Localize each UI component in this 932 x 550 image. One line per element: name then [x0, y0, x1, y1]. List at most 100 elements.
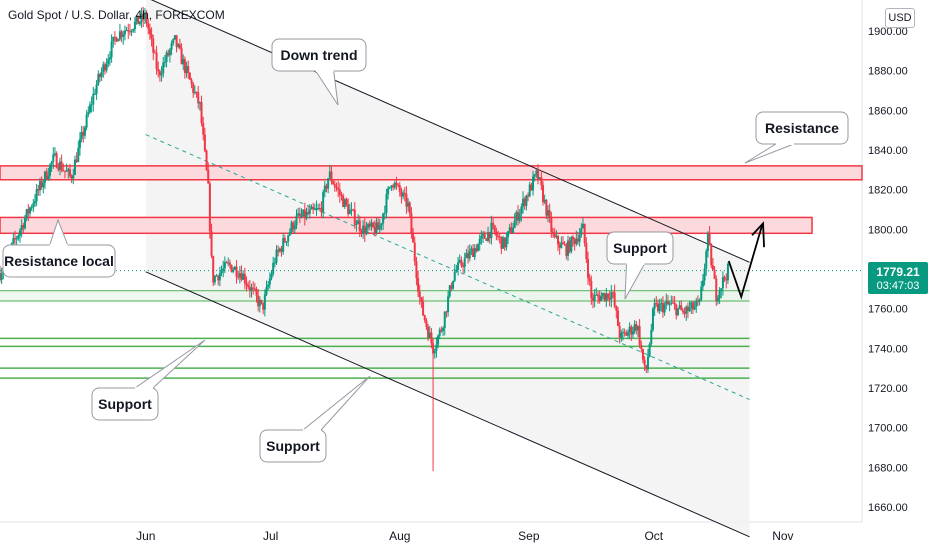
x-tick-label: Nov: [772, 529, 793, 543]
candle-body: [135, 15, 138, 22]
candle-body: [545, 199, 548, 216]
candle-body: [695, 300, 698, 307]
candle-body: [626, 332, 629, 336]
candle-body: [442, 327, 445, 332]
y-tick-label: 1740.00: [868, 343, 908, 355]
candle-body: [440, 329, 443, 332]
candle-body: [596, 294, 599, 297]
candle-body: [460, 259, 463, 266]
candle-body: [670, 302, 673, 304]
callout-support-2[interactable]: Support: [91, 339, 206, 421]
candle-body: [283, 238, 286, 243]
candle-body: [427, 326, 430, 338]
candle-body: [563, 244, 566, 246]
candle-body: [641, 349, 644, 360]
candle-body: [348, 209, 351, 215]
candle-body: [308, 209, 311, 214]
candle-body: [277, 249, 280, 252]
trend-channel-lower: [145, 271, 750, 538]
y-tick-label: 1680.00: [868, 462, 908, 474]
callout-pointer: [301, 375, 371, 431]
candle-body: [438, 329, 441, 336]
y-tick-label: 1700.00: [868, 423, 908, 435]
candle-body: [510, 227, 513, 233]
candle-body: [38, 181, 41, 191]
candle-body: [77, 147, 80, 162]
candle-body: [542, 185, 545, 203]
candle-body: [108, 57, 111, 60]
candle-body: [635, 324, 638, 331]
candle-body: [550, 217, 553, 232]
candle-body: [273, 262, 276, 264]
x-tick-label: Oct: [644, 529, 663, 543]
symbol-title: Gold Spot / U.S. Dollar, 4h, FOREXCOM: [8, 8, 225, 22]
candle-body: [547, 210, 550, 216]
candle-body: [585, 242, 588, 260]
callout-pointer: [133, 339, 206, 389]
candle-body: [328, 171, 331, 179]
candle-body: [462, 265, 465, 267]
callout-label: Down trend: [281, 47, 358, 63]
resistance-zone: [0, 165, 863, 181]
currency-button[interactable]: USD: [885, 8, 915, 28]
candle-body: [495, 231, 498, 237]
candle-body: [565, 244, 568, 256]
candle-body: [147, 23, 150, 29]
candle-body: [20, 225, 23, 231]
candle-body: [578, 235, 581, 242]
candle-body: [113, 36, 116, 38]
candle-body: [450, 285, 453, 289]
x-tick-label: Aug: [389, 529, 410, 543]
candle-body: [27, 209, 30, 214]
candle-body: [360, 231, 363, 234]
candle-body: [418, 291, 421, 298]
candle-body: [553, 232, 556, 238]
candle-body: [15, 238, 18, 240]
callout-down-trend[interactable]: Down trend: [271, 38, 367, 106]
candle-body: [527, 195, 530, 197]
candle-body: [425, 320, 428, 327]
candle-body: [375, 222, 378, 234]
candle-body: [726, 263, 729, 281]
candle-body: [630, 326, 633, 335]
candle-body: [222, 268, 225, 272]
candle-body: [305, 212, 308, 219]
candle-body: [193, 91, 196, 93]
candle-body: [455, 269, 458, 272]
candle-body: [690, 302, 693, 308]
candle-body: [162, 62, 165, 74]
callout-resistance-local[interactable]: Resistance local: [2, 218, 116, 278]
candle-body: [303, 209, 306, 219]
candle-body: [307, 212, 310, 214]
candle-body: [105, 63, 108, 71]
candle-body: [452, 280, 455, 289]
candle-body: [392, 185, 395, 188]
candle-body: [318, 207, 321, 209]
candle-body: [706, 232, 709, 252]
candle-body: [233, 266, 236, 270]
candle-body: [297, 213, 300, 216]
candle-body: [353, 209, 356, 226]
candle-body: [118, 31, 121, 40]
callout-resistance[interactable]: Resistance: [744, 111, 849, 164]
candle-body: [212, 255, 215, 283]
candle-body: [110, 41, 113, 58]
candle-body: [267, 284, 270, 288]
candle-body: [123, 30, 126, 35]
candle-body: [332, 181, 335, 185]
candle-body: [498, 236, 501, 238]
callout-support-1[interactable]: Support: [606, 231, 674, 300]
candle-body: [408, 202, 411, 214]
candle-body: [88, 104, 91, 113]
candle-body: [705, 251, 708, 269]
candle-body: [323, 185, 326, 193]
callout-support-3[interactable]: Support: [259, 375, 371, 463]
candle-body: [205, 150, 208, 170]
candle-body: [580, 228, 583, 236]
candle-body: [90, 104, 93, 106]
candle-body: [715, 278, 718, 302]
candle-body: [215, 275, 218, 277]
candle-body: [570, 236, 573, 252]
candle-body: [13, 238, 16, 240]
